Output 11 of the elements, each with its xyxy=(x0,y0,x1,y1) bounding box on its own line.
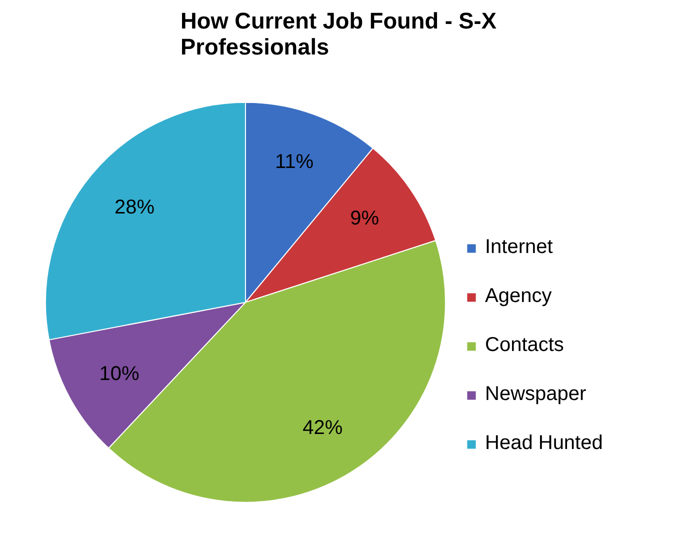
data-label: 28% xyxy=(114,196,155,218)
legend-label: Internet xyxy=(485,236,553,259)
data-label: 10% xyxy=(99,363,140,386)
legend-label: Head Hunted xyxy=(485,432,603,455)
legend-label: Newspaper xyxy=(485,383,586,406)
data-label: 42% xyxy=(302,417,343,440)
chart-title: How Current Job Found - S-X Professionals xyxy=(180,8,496,60)
legend-label: Agency xyxy=(485,285,552,308)
legend-label: Contacts xyxy=(485,334,564,357)
data-label: 9% xyxy=(350,208,380,230)
data-label: 11% xyxy=(275,151,314,174)
